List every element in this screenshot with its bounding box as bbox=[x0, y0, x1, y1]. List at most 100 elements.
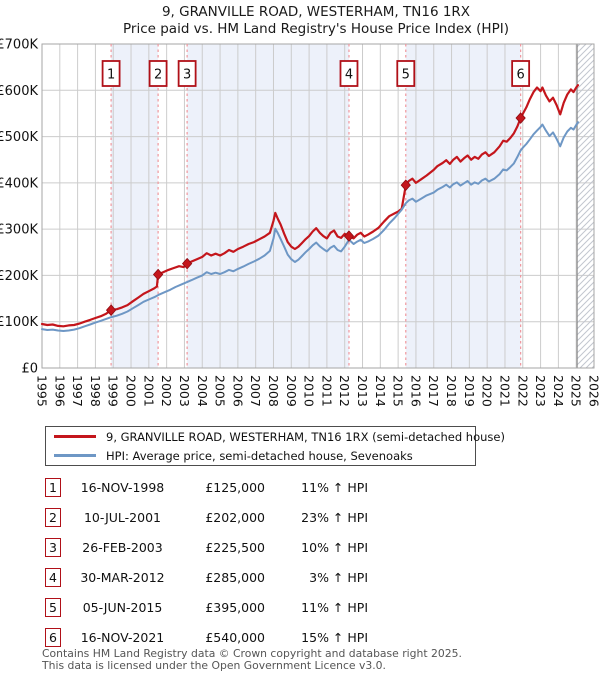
sale-number-flag bbox=[148, 60, 168, 87]
property-line-swatch bbox=[54, 435, 96, 438]
x-axis-tick-label: 2015 bbox=[391, 375, 406, 407]
sale-price: £395,000 bbox=[205, 599, 265, 615]
shaded-ownership-band bbox=[187, 44, 349, 368]
page-title: 9, GRANVILLE ROAD, WESTERHAM, TN16 1RX bbox=[161, 4, 471, 20]
sale-hpi-delta: 10% ↑ HPI bbox=[301, 539, 368, 555]
x-axis-tick-label: 2023 bbox=[533, 375, 548, 407]
shaded-ownership-band bbox=[405, 44, 521, 368]
footer-line-2: This data is licensed under the Open Gov… bbox=[42, 659, 386, 672]
table-row: 6 16-NOV-2021 £540,000 15% ↑ HPI bbox=[45, 622, 375, 652]
sale-number-badge: 5 bbox=[45, 597, 61, 617]
x-axis-tick-label: 2009 bbox=[284, 375, 299, 407]
sale-number-badge: 6 bbox=[45, 627, 61, 647]
table-row: 1 16-NOV-1998 £125,000 11% ↑ HPI bbox=[45, 472, 375, 502]
x-axis-tick-label: 2013 bbox=[355, 375, 370, 407]
sale-number-badge: 1 bbox=[45, 477, 61, 497]
x-axis-tick-label: 1995 bbox=[35, 375, 50, 407]
sale-marker bbox=[400, 179, 411, 191]
table-row: 3 26-FEB-2003 £225,500 10% ↑ HPI bbox=[45, 532, 375, 562]
legend-label-property: 9, GRANVILLE ROAD, WESTERHAM, TN16 1RX (… bbox=[106, 429, 505, 444]
sale-number-flag-label: 2 bbox=[154, 68, 162, 83]
page-subtitle: Price paid vs. HM Land Registry's House … bbox=[123, 21, 509, 37]
y-axis-tick-label: £300K bbox=[0, 223, 38, 238]
sale-number-flag-label: 3 bbox=[183, 68, 191, 83]
x-axis-tick-label: 1996 bbox=[52, 375, 67, 407]
sale-hpi-delta: 3% ↑ HPI bbox=[309, 569, 368, 585]
x-axis-tick-label: 1997 bbox=[70, 375, 85, 407]
price-history-chart: 1 2 3 4 5 6 £0 £100K £200K £300K £400K £500K £600K £7… bbox=[0, 38, 600, 407]
sale-price: £125,000 bbox=[205, 479, 265, 495]
license-footer: Contains HM Land Registry data © Crown c… bbox=[42, 648, 462, 672]
sale-number-flag bbox=[511, 60, 531, 87]
chart-legend: 9, GRANVILLE ROAD, WESTERHAM, TN16 1RX (… bbox=[45, 426, 505, 466]
x-axis-tick-label: 2022 bbox=[515, 375, 530, 407]
sale-number-flag bbox=[339, 60, 359, 87]
x-axis-tick-label: 2005 bbox=[213, 375, 228, 407]
x-axis-tick-label: 1998 bbox=[88, 375, 103, 407]
y-axis-tick-label: £700K bbox=[0, 38, 38, 53]
sale-date: 16-NOV-2021 bbox=[80, 629, 165, 645]
sale-number-flag-label: 4 bbox=[345, 68, 353, 83]
sale-number-flag bbox=[177, 60, 197, 87]
x-axis-tick-label: 2011 bbox=[319, 375, 334, 407]
x-axis-tick-label: 2018 bbox=[444, 375, 459, 407]
table-row: 4 30-MAR-2012 £285,000 3% ↑ HPI bbox=[45, 562, 375, 592]
shaded-ownership-band bbox=[111, 44, 159, 368]
x-axis-tick-label: 2024 bbox=[551, 375, 566, 407]
y-axis-tick-label: £600K bbox=[0, 84, 38, 99]
sale-price: £225,500 bbox=[205, 539, 265, 555]
sale-hpi-delta: 11% ↑ HPI bbox=[301, 599, 368, 615]
sale-price: £285,000 bbox=[205, 569, 265, 585]
chart-title-block: 9, GRANVILLE ROAD, WESTERHAM, TN16 1RX P… bbox=[36, 4, 596, 38]
sale-marker bbox=[515, 112, 526, 124]
x-axis-tick-label: 2010 bbox=[302, 375, 317, 407]
hpi-average-line bbox=[41, 121, 579, 332]
sale-date: 30-MAR-2012 bbox=[80, 569, 165, 585]
sale-marker bbox=[181, 257, 193, 270]
x-axis-tick-label: 2016 bbox=[408, 375, 423, 407]
sales-history-table: 1 16-NOV-1998 £125,000 11% ↑ HPI 2 10-JU… bbox=[45, 472, 375, 652]
footer-line-1: Contains HM Land Registry data © Crown c… bbox=[42, 647, 462, 660]
sale-date: 10-JUL-2001 bbox=[83, 509, 161, 525]
sale-number-flag bbox=[396, 60, 416, 87]
sale-marker bbox=[105, 304, 117, 316]
sale-marker bbox=[152, 268, 164, 281]
property-price-line bbox=[40, 84, 580, 328]
x-axis-tick-label: 2020 bbox=[480, 375, 495, 407]
sale-number-flag bbox=[101, 60, 121, 87]
legend-row-hpi: HPI: Average price, semi-detached house,… bbox=[46, 448, 475, 464]
sale-number-badge: 3 bbox=[45, 537, 61, 557]
sale-hpi-delta: 11% ↑ HPI bbox=[301, 479, 368, 495]
x-axis-tick-label: 2021 bbox=[497, 375, 512, 407]
sale-price: £540,000 bbox=[205, 629, 265, 645]
x-axis-tick-label: 2003 bbox=[177, 375, 192, 407]
legend-row-property: 9, GRANVILLE ROAD, WESTERHAM, TN16 1RX (… bbox=[46, 429, 505, 445]
x-axis-tick-label: 2000 bbox=[124, 375, 139, 407]
sale-date: 05-JUN-2015 bbox=[82, 599, 163, 615]
x-axis-tick-label: 2014 bbox=[373, 375, 388, 407]
x-axis-tick-label: 2025 bbox=[569, 375, 584, 407]
future-no-data-hatch bbox=[577, 44, 594, 368]
x-axis-tick-label: 2012 bbox=[337, 375, 352, 407]
sale-hpi-delta: 23% ↑ HPI bbox=[301, 509, 368, 525]
x-axis-tick-label: 2019 bbox=[462, 375, 477, 407]
hpi-line-swatch bbox=[54, 454, 96, 457]
y-axis-tick-label: £500K bbox=[0, 130, 38, 145]
sale-number-badge: 2 bbox=[45, 507, 61, 527]
table-row: 2 10-JUL-2001 £202,000 23% ↑ HPI bbox=[45, 502, 375, 532]
x-axis-tick-label: 2001 bbox=[141, 375, 156, 407]
x-axis-tick-label: 2006 bbox=[230, 375, 245, 407]
sale-price: £202,000 bbox=[205, 509, 265, 525]
sale-date: 26-FEB-2003 bbox=[82, 539, 163, 555]
sale-number-badge: 4 bbox=[45, 567, 61, 587]
x-axis-tick-label: 2004 bbox=[195, 375, 210, 407]
x-axis-tick-label: 2008 bbox=[266, 375, 281, 407]
sale-number-flag-label: 6 bbox=[516, 68, 524, 83]
sale-marker bbox=[343, 230, 355, 242]
x-axis-tick-label: 2002 bbox=[159, 375, 174, 407]
table-row: 5 05-JUN-2015 £395,000 11% ↑ HPI bbox=[45, 592, 375, 622]
sale-hpi-delta: 15% ↑ HPI bbox=[301, 629, 368, 645]
y-axis-tick-label: £400K bbox=[0, 176, 38, 191]
x-axis-tick-label: 2026 bbox=[587, 375, 600, 407]
y-axis-tick-label: £0 bbox=[21, 362, 38, 377]
